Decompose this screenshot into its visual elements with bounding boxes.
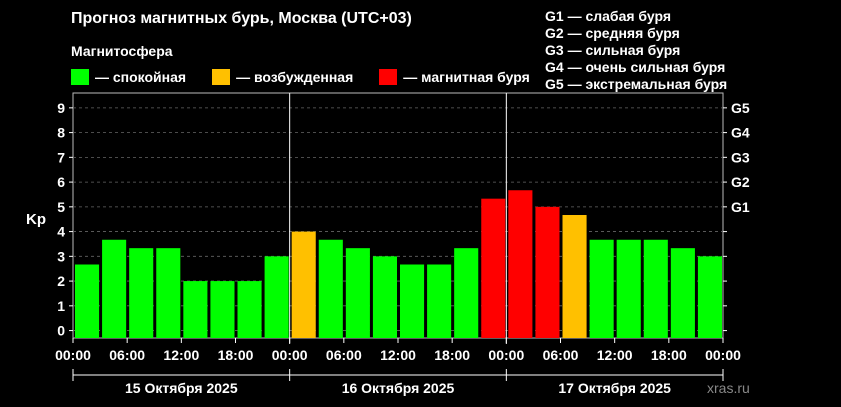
- x-time-label: 06:00: [543, 347, 579, 363]
- watermark: xras.ru: [707, 380, 750, 396]
- storm-level-g5: G5 — экстремальная буря: [545, 76, 728, 92]
- kp-bar: [670, 248, 695, 338]
- kp-bar: [508, 190, 533, 338]
- x-time-label: 12:00: [597, 347, 633, 363]
- kp-bar: [156, 248, 181, 338]
- chart-subtitle: Магнитосфера: [71, 43, 173, 59]
- x-time-label: 18:00: [651, 347, 687, 363]
- legend-swatch-quiet: [71, 69, 89, 85]
- kp-bar: [697, 256, 722, 338]
- kp-bar: [454, 248, 479, 338]
- legend-swatch-storm: [379, 69, 398, 85]
- legend-item-storm: — магнитная буря: [379, 69, 530, 85]
- legend-label-quiet: — спокойная: [95, 69, 187, 85]
- kp-bar: [643, 239, 668, 338]
- x-time-label: 18:00: [218, 347, 254, 363]
- g-level-label: G2: [731, 174, 750, 190]
- x-time-label: 18:00: [434, 347, 470, 363]
- g-level-label: G4: [731, 125, 750, 141]
- storm-level-g4: G4 — очень сильная буря: [545, 59, 726, 75]
- kp-bar: [481, 198, 506, 338]
- kp-bar: [535, 206, 560, 338]
- y-tick-label: 6: [57, 174, 65, 190]
- day-label: 15 Октября 2025: [125, 380, 238, 396]
- storm-level-g1: G1 — слабая буря: [545, 8, 672, 24]
- storm-level-g3: G3 — сильная буря: [545, 42, 681, 58]
- y-tick-label: 5: [57, 199, 65, 215]
- kp-bar: [237, 281, 262, 338]
- x-time-label: 00:00: [272, 347, 308, 363]
- x-time-label: 12:00: [163, 347, 199, 363]
- kp-bar: [616, 239, 641, 338]
- y-tick-label: 8: [57, 125, 65, 141]
- x-time-label: 12:00: [380, 347, 416, 363]
- kp-bar: [129, 248, 154, 338]
- x-time-label: 06:00: [326, 347, 362, 363]
- x-time-label: 00:00: [488, 347, 524, 363]
- g-level-label: G3: [731, 149, 750, 165]
- y-tick-label: 7: [57, 149, 65, 165]
- storm-level-g2: G2 — средняя буря: [545, 25, 680, 41]
- x-time-label: 00:00: [55, 347, 91, 363]
- y-axis-label: Kp: [26, 211, 46, 228]
- kp-bar: [562, 215, 587, 338]
- kp-bar: [102, 239, 127, 338]
- legend-label-storm: — магнитная буря: [403, 69, 530, 85]
- kp-bar: [318, 239, 343, 338]
- kp-bar: [372, 256, 397, 338]
- legend-item-active: — возбужденная: [212, 69, 353, 85]
- kp-bar: [427, 264, 452, 338]
- g-level-label: G1: [731, 199, 750, 215]
- kp-bar: [75, 264, 100, 338]
- x-time-label: 06:00: [109, 347, 145, 363]
- storm-level-list: G1 — слабая буря G2 — средняя буря G3 — …: [545, 8, 727, 93]
- kp-bar: [264, 256, 289, 338]
- day-label: 16 Октября 2025: [342, 380, 455, 396]
- legend-label-active: — возбужденная: [236, 69, 354, 85]
- legend: — спокойная — возбужденная — магнитная б…: [71, 68, 556, 86]
- kp-bar: [210, 281, 235, 338]
- y-tick-label: 1: [57, 298, 65, 314]
- kp-bar: [183, 281, 208, 338]
- y-tick-label: 2: [57, 273, 65, 289]
- y-tick-label: 0: [57, 323, 65, 339]
- chart-title: Прогноз магнитных бурь, Москва (UTC+03): [71, 10, 412, 27]
- g-level-label: G5: [731, 100, 750, 116]
- y-tick-label: 4: [57, 224, 65, 240]
- kp-bar: [345, 248, 370, 338]
- legend-item-quiet: — спокойная: [71, 69, 186, 85]
- y-tick-label: 9: [57, 100, 65, 116]
- y-tick-label: 3: [57, 248, 65, 264]
- kp-bar: [291, 231, 316, 338]
- x-time-label: 00:00: [705, 347, 741, 363]
- legend-swatch-active: [212, 69, 231, 85]
- kp-bar: [400, 264, 425, 338]
- kp-bar: [589, 239, 614, 338]
- day-label: 17 Октября 2025: [558, 380, 671, 396]
